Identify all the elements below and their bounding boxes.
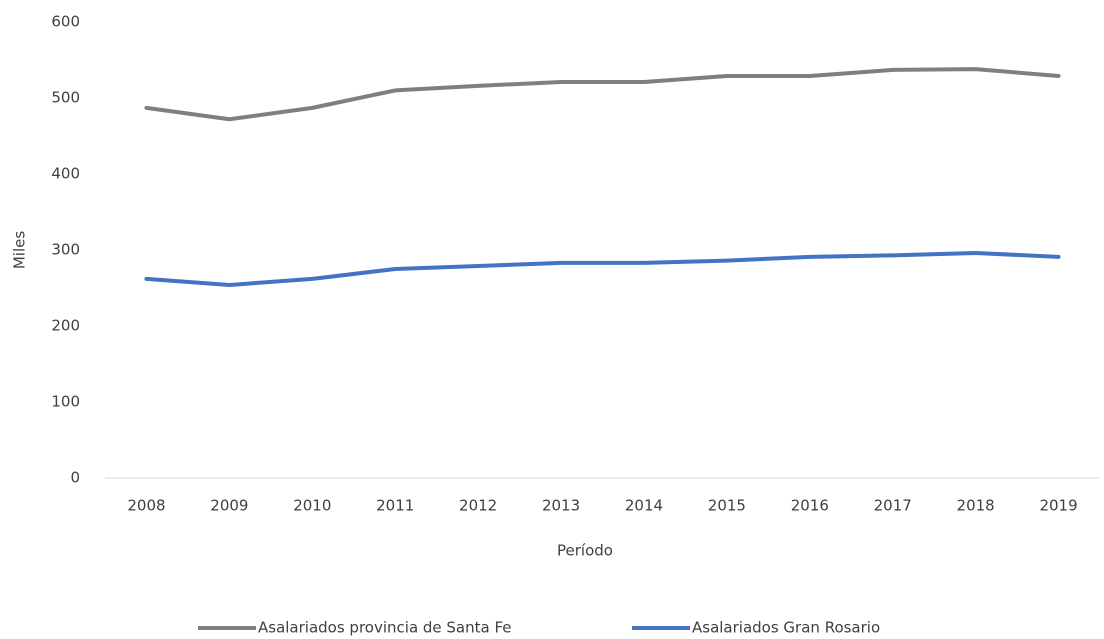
x-tick-label: 2016 xyxy=(791,497,829,515)
y-tick-label: 500 xyxy=(51,89,80,107)
x-tick-label: 2014 xyxy=(625,497,663,515)
series-line xyxy=(144,67,1061,122)
y-tick-label: 200 xyxy=(51,317,80,335)
y-tick-label: 600 xyxy=(51,13,80,31)
x-tick-label: 2017 xyxy=(874,497,912,515)
legend-label: Asalariados Gran Rosario xyxy=(692,619,880,637)
y-tick-label: 400 xyxy=(51,165,80,183)
x-tick-label: 2009 xyxy=(210,497,248,515)
x-tick-label: 2008 xyxy=(127,497,165,515)
x-axis-title: Período xyxy=(557,542,613,560)
legend-label: Asalariados provincia de Santa Fe xyxy=(258,619,512,637)
x-tick-label: 2019 xyxy=(1039,497,1077,515)
x-tick-label: 2015 xyxy=(708,497,746,515)
y-axis-title: Miles xyxy=(11,231,29,270)
x-tick-label: 2011 xyxy=(376,497,414,515)
y-tick-label: 300 xyxy=(51,241,80,259)
x-tick-label: 2010 xyxy=(293,497,331,515)
x-tick-label: 2018 xyxy=(957,497,995,515)
x-tick-label: 2013 xyxy=(542,497,580,515)
y-tick-label: 100 xyxy=(51,393,80,411)
y-tick-label: 0 xyxy=(70,469,80,487)
x-tick-label: 2012 xyxy=(459,497,497,515)
series-line xyxy=(144,251,1061,287)
